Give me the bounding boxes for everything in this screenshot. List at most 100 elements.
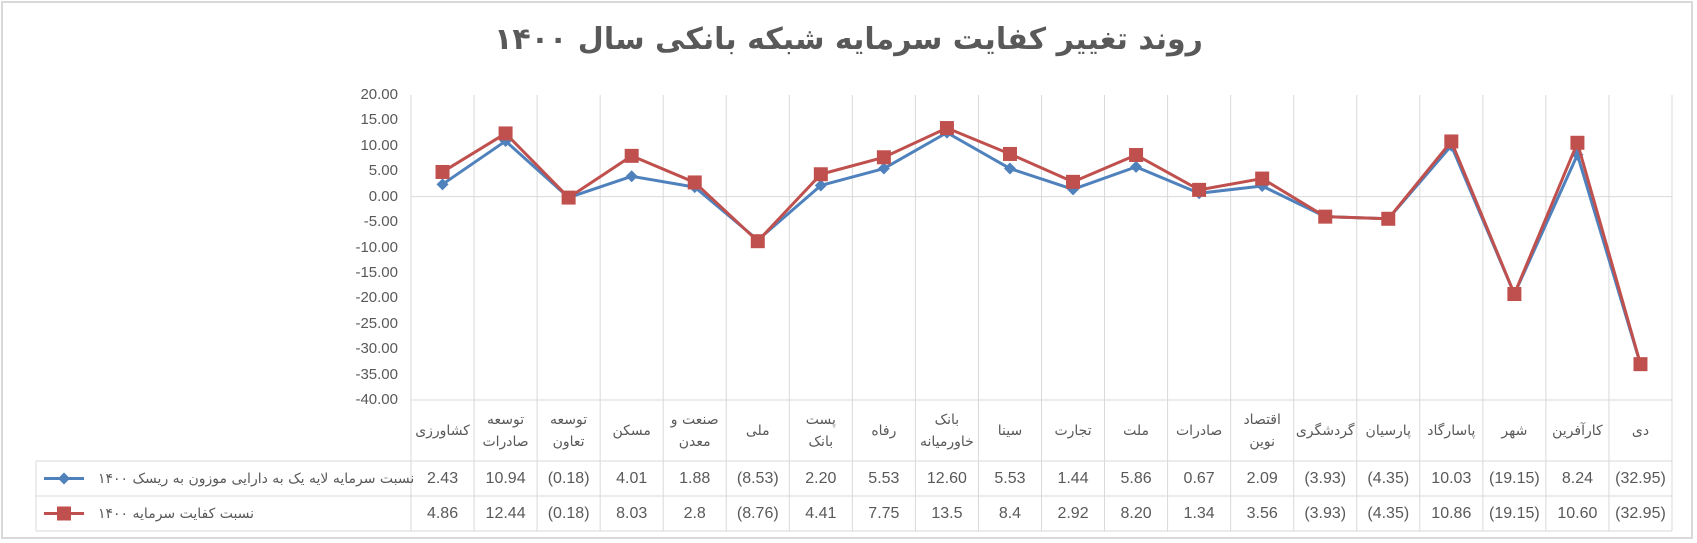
category-label: توسعه صادرات bbox=[474, 400, 537, 461]
table-cell-series2: 10.86 bbox=[1420, 496, 1483, 531]
table-cell-series2-text: (32.95) bbox=[1615, 504, 1666, 522]
square-marker bbox=[435, 164, 450, 179]
diamond-marker bbox=[1003, 162, 1016, 175]
diamond-marker bbox=[1130, 160, 1143, 173]
table-cell-series1-text: 0.67 bbox=[1183, 469, 1215, 487]
square-marker bbox=[1066, 174, 1081, 189]
table-cell-series1-text: 4.01 bbox=[616, 469, 648, 487]
square-marker bbox=[1129, 147, 1144, 162]
y-tick-label: -35.00 bbox=[355, 365, 398, 383]
square-marker bbox=[750, 234, 765, 249]
table-cell-series2-text: 4.41 bbox=[805, 504, 837, 522]
category-label: اقتصاد نوین bbox=[1231, 400, 1294, 461]
category-label: کارآفرین bbox=[1546, 400, 1609, 461]
table-cell-series1: (19.15) bbox=[1483, 461, 1546, 496]
table-cell-series1: 8.24 bbox=[1546, 461, 1609, 496]
category-label: پاسارگاد bbox=[1420, 400, 1483, 461]
y-tick-label: -40.00 bbox=[355, 391, 398, 408]
table-cell-series2: 2.8 bbox=[663, 496, 726, 531]
table-cell-series1-text: (0.18) bbox=[547, 469, 590, 487]
diamond-marker bbox=[436, 178, 449, 191]
table-cell-series1: 4.01 bbox=[600, 461, 663, 496]
square-marker bbox=[561, 190, 576, 205]
table-cell-series1-text: 10.94 bbox=[485, 469, 526, 487]
square-marker bbox=[876, 150, 891, 165]
square-marker bbox=[1002, 146, 1017, 161]
table-cell-series2: 10.60 bbox=[1546, 496, 1609, 531]
table-cell-series1-text: 10.03 bbox=[1431, 469, 1472, 487]
table-cell-series2: 2.92 bbox=[1042, 496, 1105, 531]
legend-square-icon bbox=[57, 506, 71, 521]
category-label-text: ملت bbox=[1123, 422, 1150, 439]
table-cell-series1-text: (19.15) bbox=[1489, 469, 1540, 487]
category-label-text: ملی bbox=[745, 422, 770, 439]
table-cell-series1: 2.43 bbox=[411, 461, 474, 496]
table-cell-series2: (32.95) bbox=[1609, 496, 1672, 531]
table-cell-series2: (8.76) bbox=[726, 496, 789, 531]
category-label: مسکن bbox=[600, 400, 663, 461]
diamond-marker bbox=[625, 170, 638, 183]
table-cell-series1: 1.88 bbox=[663, 461, 726, 496]
table-cell-series1: (3.93) bbox=[1294, 461, 1357, 496]
square-marker bbox=[1381, 211, 1396, 226]
table-cell-series2-text: (19.15) bbox=[1489, 504, 1540, 522]
y-tick-label: -5.00 bbox=[363, 213, 398, 231]
square-marker bbox=[939, 121, 954, 136]
category-label-text: صادرات bbox=[1176, 422, 1223, 439]
chart-title: روند تغییر کفایت سرمایه شبکه بانکی سال ۱… bbox=[494, 22, 1203, 57]
table-cell-series2-text: (0.18) bbox=[547, 504, 590, 522]
table-cell-series1-text: 8.24 bbox=[1561, 469, 1593, 487]
category-label-text: دی bbox=[1631, 422, 1650, 439]
category-label-text: سینا bbox=[997, 422, 1023, 439]
category-label-text: صنعت و معدن bbox=[670, 411, 719, 450]
table-cell-series2-text: 8.03 bbox=[616, 504, 648, 522]
diamond-marker bbox=[877, 162, 890, 175]
y-tick-label: 15.00 bbox=[360, 111, 398, 129]
table-cell-series2: 8.20 bbox=[1105, 496, 1168, 531]
category-label: رفاه bbox=[852, 400, 915, 461]
table-cell-series2-text: (8.76) bbox=[736, 504, 779, 522]
square-marker bbox=[1444, 134, 1459, 149]
table-cell-series1: 5.53 bbox=[852, 461, 915, 496]
table-cell-series1-text: (32.95) bbox=[1615, 469, 1666, 487]
table-cell-series2: (19.15) bbox=[1483, 496, 1546, 531]
table-cell-series2: 13.5 bbox=[915, 496, 978, 531]
table-cell-series2: (3.93) bbox=[1294, 496, 1357, 531]
category-label: ملت bbox=[1105, 400, 1168, 461]
table-cell-series1: 2.09 bbox=[1231, 461, 1294, 496]
y-tick-label: -25.00 bbox=[355, 314, 398, 332]
table-cell-series2: 8.4 bbox=[978, 496, 1041, 531]
category-label-text: مسکن bbox=[612, 422, 651, 439]
legend-label: نسبت سرمایه لایه یک به دارایی موزون به ر… bbox=[98, 470, 415, 487]
table-cell-series1: (4.35) bbox=[1357, 461, 1420, 496]
category-label: ملی bbox=[726, 400, 789, 461]
table-cell-series1-text: 2.20 bbox=[805, 469, 837, 487]
y-tick-label: -20.00 bbox=[355, 289, 398, 307]
square-marker bbox=[1507, 287, 1522, 302]
table-cell-series2-text: 8.20 bbox=[1120, 504, 1152, 522]
table-cell-series2-text: 1.34 bbox=[1183, 504, 1215, 522]
table-cell-series1: 12.60 bbox=[915, 461, 978, 496]
square-marker bbox=[1633, 357, 1648, 372]
table-cell-series1-text: (3.93) bbox=[1304, 469, 1347, 487]
table-cell-series2: (4.35) bbox=[1357, 496, 1420, 531]
category-label-text: رفاه bbox=[871, 422, 897, 439]
table-cell-series2-text: 3.56 bbox=[1246, 504, 1278, 522]
table-cell-series1: 2.20 bbox=[789, 461, 852, 496]
square-marker bbox=[1192, 182, 1207, 197]
square-marker bbox=[813, 167, 828, 182]
table-cell-series1: 5.53 bbox=[978, 461, 1041, 496]
table-cell-series2: 7.75 bbox=[852, 496, 915, 531]
y-tick-label: 10.00 bbox=[360, 136, 398, 154]
table-cell-series2: 4.41 bbox=[789, 496, 852, 531]
table-cell-series1-text: 5.53 bbox=[868, 469, 900, 487]
table-cell-series2-text: 10.60 bbox=[1557, 504, 1598, 522]
table-cell-series2: 8.03 bbox=[600, 496, 663, 531]
table-cell-series2-text: 2.92 bbox=[1057, 504, 1089, 522]
table-cell-series1-text: 5.86 bbox=[1120, 469, 1152, 487]
table-cell-series2: 3.56 bbox=[1231, 496, 1294, 531]
y-tick-label: -10.00 bbox=[355, 238, 398, 256]
category-label: پارسیان bbox=[1357, 400, 1420, 461]
table-cell-series1-text: 2.09 bbox=[1246, 469, 1278, 487]
